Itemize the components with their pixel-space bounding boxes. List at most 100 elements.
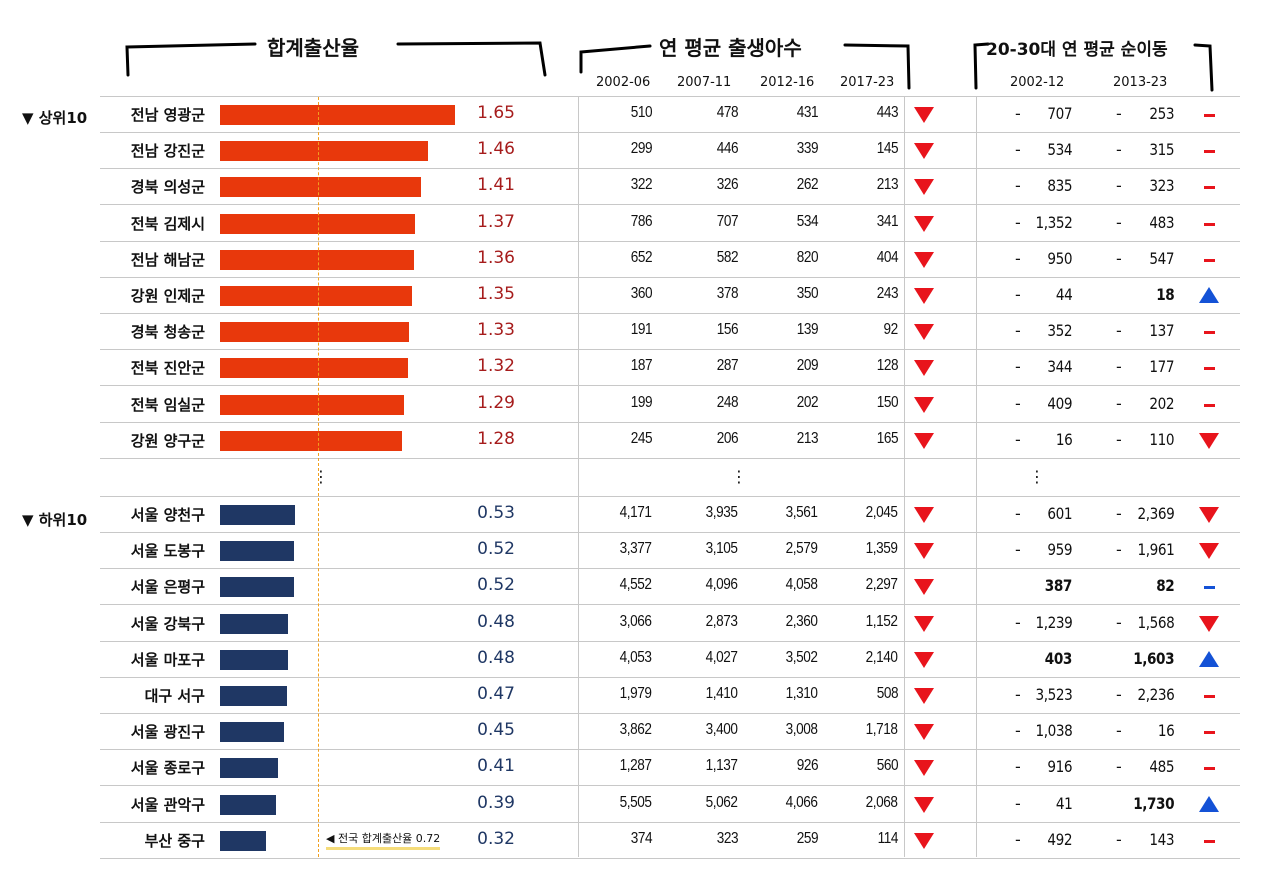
births-value: 339 — [796, 140, 819, 158]
triangle-down-icon — [914, 396, 934, 413]
births-value: 2,068 — [866, 793, 898, 811]
births-value: 478 — [716, 104, 739, 121]
migration-sign: - — [1116, 248, 1122, 268]
births-value: 3,561 — [786, 504, 818, 521]
births-value: 262 — [796, 176, 819, 194]
region-name: 전남 영광군 — [130, 106, 205, 124]
region-name: 서울 마포구 — [130, 650, 205, 669]
down-indicator — [912, 758, 936, 778]
migration-value-2013-23: 315 — [1149, 140, 1174, 160]
migration-sign: - — [1015, 612, 1021, 632]
triangle-down-icon — [914, 360, 934, 377]
births-value: 322 — [630, 176, 653, 194]
migration-sign: - — [1116, 685, 1122, 704]
region-name: 서울 도봉구 — [130, 542, 205, 561]
table-row: 경북 청송군 1.33 191 156 139 92 - 352 - 137 — [100, 314, 1240, 351]
triangle-down-icon — [914, 760, 934, 777]
tfr-value: 0.52 — [477, 539, 515, 560]
births-value: 4,096 — [706, 576, 738, 594]
minus-icon — [1203, 586, 1215, 590]
tfr-value: 1.29 — [477, 392, 515, 413]
down-indicator — [912, 395, 936, 415]
migration-sign: - — [1015, 685, 1021, 704]
tfr-bar — [220, 577, 294, 598]
migration-value-2013-23: 18 — [1155, 285, 1175, 304]
down-indicator — [912, 286, 936, 306]
region-name: 서울 광진구 — [130, 723, 205, 742]
down-indicator — [912, 541, 936, 561]
region-name: 서울 양천구 — [130, 506, 205, 524]
births-value: 652 — [630, 248, 653, 266]
tfr-value: 0.53 — [477, 503, 515, 523]
region-name: 전북 진안군 — [130, 359, 205, 378]
down-indicator — [912, 105, 936, 125]
ellipsis-tfr: ⋮ — [313, 467, 329, 486]
minus-icon — [1203, 839, 1215, 843]
births-value: 323 — [716, 829, 739, 847]
triangle-up-icon — [1199, 650, 1219, 667]
tfr-value: 1.37 — [477, 211, 515, 232]
table-top-border — [100, 96, 1240, 97]
births-value: 191 — [630, 321, 653, 339]
births-value: 341 — [876, 212, 899, 230]
table-row: 서울 광진구 0.45 3,862 3,400 3,008 1,718-1,038-16 — [100, 714, 1240, 751]
migration-value-2002-12: 707 — [1047, 104, 1072, 123]
births-value: 404 — [876, 248, 899, 266]
table-row: 전북 진안군 1.32 187 287 209 128 - 344 - 177 — [100, 350, 1240, 387]
down-indicator — [1197, 541, 1221, 561]
separator-migration — [976, 97, 977, 857]
births-value: 446 — [716, 140, 739, 158]
triangle-down-icon — [914, 507, 934, 523]
triangle-down-icon — [914, 107, 934, 123]
births-value: 206 — [716, 429, 739, 447]
down-indicator — [912, 686, 936, 706]
migration-sign: - — [1116, 393, 1122, 413]
tfr-bar — [220, 177, 421, 198]
migration-value-2013-23: 1,730 — [1133, 793, 1174, 813]
migration-sign: - — [1015, 429, 1021, 449]
minus-indicator — [1197, 141, 1221, 161]
migration-value-2002-12: 387 — [1044, 576, 1073, 596]
migration-sign: - — [1015, 829, 1021, 849]
migration-sign: - — [1015, 357, 1021, 377]
table-row: 서울 종로구 0.41 1,287 1,137 926 560 - 916 - 485 — [100, 750, 1240, 787]
triangle-down-icon — [914, 543, 934, 560]
births-period-3: 2012-16 — [760, 75, 815, 90]
region-name: 부산 중구 — [144, 831, 205, 850]
migration-sign: - — [1116, 540, 1122, 560]
tfr-bar — [220, 430, 402, 451]
region-name: 서울 관악구 — [130, 795, 205, 814]
migration-value-2002-12: 352 — [1047, 321, 1072, 341]
down-indicator — [912, 141, 936, 161]
births-value: 4,053 — [620, 648, 652, 666]
migration-sign: - — [1015, 540, 1021, 560]
migration-value-2002-12: 409 — [1047, 393, 1072, 413]
minus-icon — [1203, 695, 1215, 698]
migration-header: 20-30대 연 평균 순이동 — [986, 40, 1168, 60]
migration-value-2013-23: 143 — [1149, 829, 1174, 849]
tfr-bar — [220, 286, 412, 306]
triangle-up-icon — [1199, 795, 1219, 812]
births-value: 534 — [796, 212, 819, 230]
births-value: 165 — [876, 429, 899, 447]
triangle-down-icon — [914, 651, 934, 668]
migration-value-2002-12: 1,239 — [1035, 612, 1072, 632]
births-value: 209 — [796, 357, 819, 375]
table-row: 경북 의성군 1.41 322 326 262 213 - 835 - 323 — [100, 169, 1240, 206]
births-value: 287 — [716, 357, 739, 375]
births-value: 2,873 — [706, 612, 738, 630]
migration-sign: - — [1015, 248, 1021, 268]
minus-icon — [1203, 222, 1215, 226]
births-value: 1,410 — [706, 685, 738, 702]
region-name: 대구 서구 — [144, 687, 205, 705]
tfr-value: 0.41 — [477, 756, 515, 777]
triangle-down-icon — [914, 288, 934, 304]
migration-value-2002-12: 534 — [1047, 140, 1072, 160]
tfr-bar — [220, 613, 288, 634]
minus-indicator — [1197, 322, 1221, 342]
table-row: 서울 강북구 0.48 3,066 2,873 2,360 1,152-1,239-1,5… — [100, 606, 1240, 642]
table-row: 전북 임실군 1.29 199 248 202 150 - 409 - 202 — [100, 387, 1240, 423]
migration-sign: - — [1116, 321, 1122, 341]
migration-sign: - — [1116, 721, 1122, 741]
births-value: 213 — [796, 429, 819, 447]
